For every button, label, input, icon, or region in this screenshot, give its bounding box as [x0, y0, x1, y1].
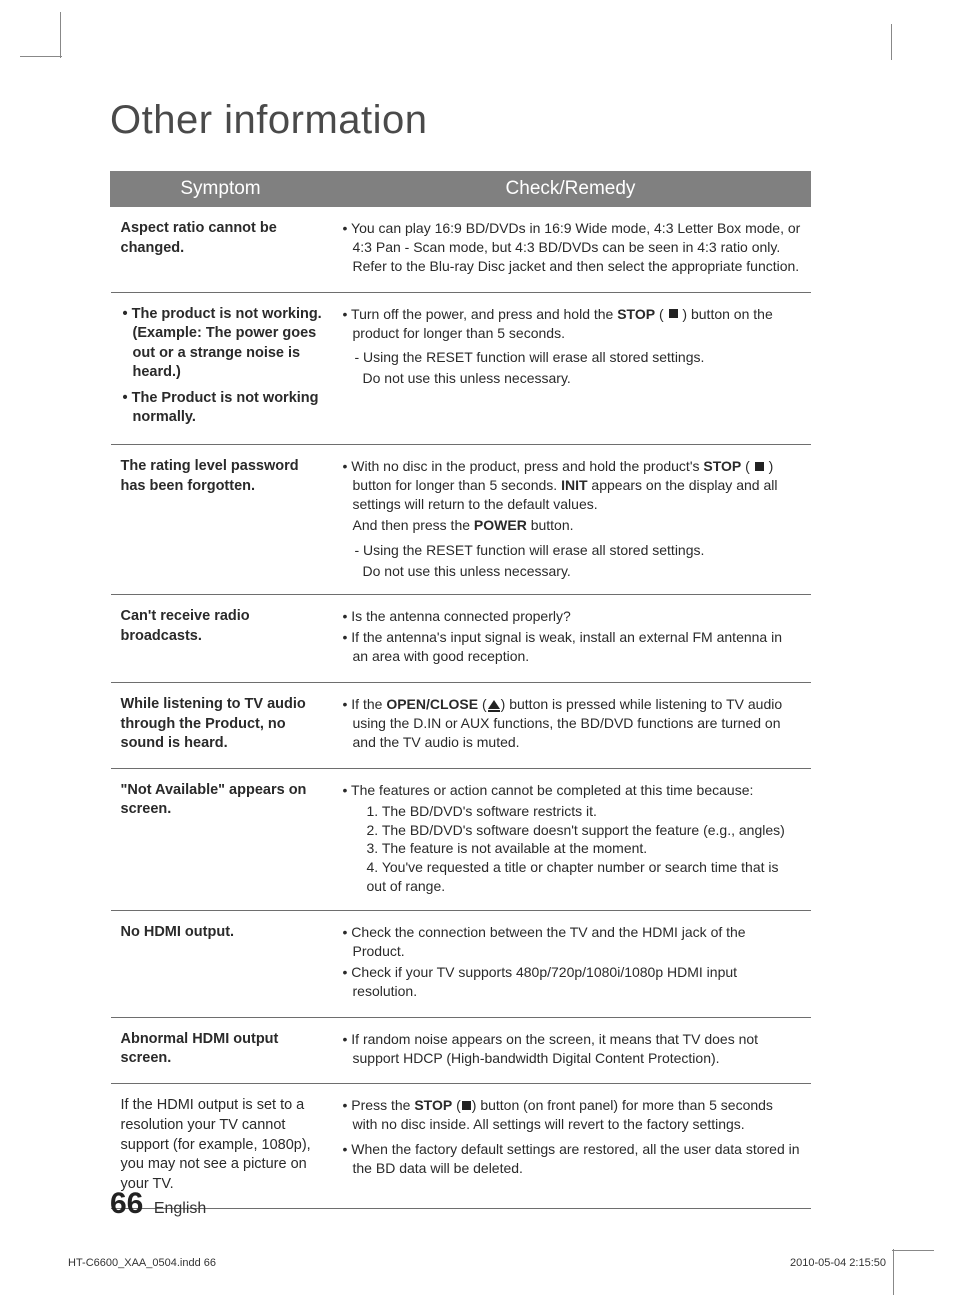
- remedy-bullet: • Press the STOP () button (on front pan…: [341, 1096, 801, 1134]
- table-header-row: Symptom Check/Remedy: [111, 172, 811, 207]
- remedy-cell: • If the OPEN/CLOSE () button is pressed…: [331, 683, 811, 769]
- remedy-cell: • If random noise appears on the screen,…: [331, 1017, 811, 1084]
- text: (: [478, 696, 487, 712]
- slug-filename: HT-C6600_XAA_0504.indd 66: [68, 1257, 216, 1269]
- text: And then press the: [353, 517, 474, 533]
- symptom-cell: Abnormal HDMI output screen.: [111, 1017, 331, 1084]
- crop-mark: [20, 56, 62, 57]
- stop-icon: [669, 309, 678, 318]
- remedy-cell: • Is the antenna connected properly? • I…: [331, 595, 811, 683]
- text: • Turn off the power, and press and hold…: [343, 306, 618, 322]
- remedy-cell: • Press the STOP () button (on front pan…: [331, 1084, 811, 1209]
- eject-icon: [488, 700, 500, 709]
- table-row: Abnormal HDMI output screen. • If random…: [111, 1017, 811, 1084]
- print-slug: HT-C6600_XAA_0504.indd 66 2010-05-04 2:1…: [68, 1257, 886, 1269]
- remedy-note: Do not use this unless necessary.: [341, 562, 801, 581]
- header-symptom: Symptom: [111, 172, 331, 207]
- troubleshooting-table: Symptom Check/Remedy Aspect ratio cannot…: [110, 171, 811, 1209]
- remedy-note: Do not use this unless necessary.: [341, 369, 801, 388]
- remedy-bullet: • Check the connection between the TV an…: [341, 923, 801, 961]
- text: button.: [527, 517, 574, 533]
- slug-timestamp: 2010-05-04 2:15:50: [790, 1257, 886, 1269]
- remedy-line: And then press the POWER button.: [341, 516, 801, 535]
- text: • With no disc in the product, press and…: [343, 458, 704, 474]
- table-row: "Not Available" appears on screen. • The…: [111, 768, 811, 910]
- symptom-bullet: • The product is not working. (Example: …: [121, 305, 325, 383]
- crop-mark: [893, 1249, 894, 1295]
- stop-icon: [755, 462, 764, 471]
- remedy-numbered: 2. The BD/DVD's software doesn't support…: [341, 821, 801, 840]
- remedy-bullet: • If the antenna's input signal is weak,…: [341, 628, 801, 666]
- page-number: 66: [110, 1187, 143, 1220]
- remedy-bullet: • When the factory default settings are …: [341, 1140, 801, 1178]
- text: (: [452, 1097, 461, 1113]
- page-title: Other information: [110, 98, 810, 143]
- header-remedy: Check/Remedy: [331, 172, 811, 207]
- stop-label: STOP: [703, 458, 741, 474]
- remedy-cell: • Turn off the power, and press and hold…: [331, 292, 811, 444]
- remedy-numbered: 4. You've requested a title or chapter n…: [341, 858, 801, 896]
- remedy-note: - Using the RESET function will erase al…: [341, 541, 801, 560]
- remedy-bullet: • With no disc in the product, press and…: [341, 457, 801, 514]
- remedy-bullet: • The features or action cannot be compl…: [341, 781, 801, 800]
- text: (: [741, 458, 753, 474]
- symptom-cell: Can't receive radio broadcasts.: [111, 595, 331, 683]
- table-row: No HDMI output. • Check the connection b…: [111, 911, 811, 1018]
- symptom-cell: "Not Available" appears on screen.: [111, 768, 331, 910]
- power-label: POWER: [474, 517, 527, 533]
- remedy-cell: • Check the connection between the TV an…: [331, 911, 811, 1018]
- remedy-numbered: 1. The BD/DVD's software restricts it.: [341, 802, 801, 821]
- remedy-cell: • You can play 16:9 BD/DVDs in 16:9 Wide…: [331, 207, 811, 293]
- remedy-bullet: • Turn off the power, and press and hold…: [341, 305, 801, 343]
- text: (: [655, 306, 667, 322]
- table-row: While listening to TV audio through the …: [111, 683, 811, 769]
- symptom-bullet: • The Product is not working normally.: [121, 389, 325, 428]
- table-row: The rating level password has been forgo…: [111, 445, 811, 595]
- remedy-numbered: 3. The feature is not available at the m…: [341, 839, 801, 858]
- remedy-bullet: • You can play 16:9 BD/DVDs in 16:9 Wide…: [341, 219, 801, 276]
- init-label: INIT: [561, 477, 587, 493]
- crop-mark: [60, 12, 61, 58]
- remedy-note: - Using the RESET function will erase al…: [341, 348, 801, 367]
- crop-mark: [891, 24, 892, 60]
- stop-icon: [462, 1101, 471, 1110]
- table-row: If the HDMI output is set to a resolutio…: [111, 1084, 811, 1209]
- remedy-cell: • With no disc in the product, press and…: [331, 445, 811, 595]
- stop-label: STOP: [414, 1097, 452, 1113]
- remedy-bullet: • Is the antenna connected properly?: [341, 607, 801, 626]
- remedy-cell: • The features or action cannot be compl…: [331, 768, 811, 910]
- text: • If the: [343, 696, 387, 712]
- remedy-bullet: • If the OPEN/CLOSE () button is pressed…: [341, 695, 801, 752]
- language-label: English: [154, 1200, 206, 1217]
- openclose-label: OPEN/CLOSE: [386, 696, 478, 712]
- text: • Press the: [343, 1097, 415, 1113]
- table-row: Can't receive radio broadcasts. • Is the…: [111, 595, 811, 683]
- symptom-cell: No HDMI output.: [111, 911, 331, 1018]
- table-row: Aspect ratio cannot be changed. • You ca…: [111, 207, 811, 293]
- table-row: • The product is not working. (Example: …: [111, 292, 811, 444]
- crop-mark: [892, 1250, 934, 1251]
- content-area: Other information Symptom Check/Remedy A…: [110, 98, 810, 1209]
- remedy-bullet: • If random noise appears on the screen,…: [341, 1030, 801, 1068]
- symptom-cell: Aspect ratio cannot be changed.: [111, 207, 331, 293]
- stop-label: STOP: [617, 306, 655, 322]
- remedy-bullet: • Check if your TV supports 480p/720p/10…: [341, 963, 801, 1001]
- symptom-cell: • The product is not working. (Example: …: [111, 292, 331, 444]
- symptom-cell: While listening to TV audio through the …: [111, 683, 331, 769]
- symptom-cell: The rating level password has been forgo…: [111, 445, 331, 595]
- page: Other information Symptom Check/Remedy A…: [0, 0, 954, 1307]
- page-footer: 66 English: [110, 1187, 206, 1221]
